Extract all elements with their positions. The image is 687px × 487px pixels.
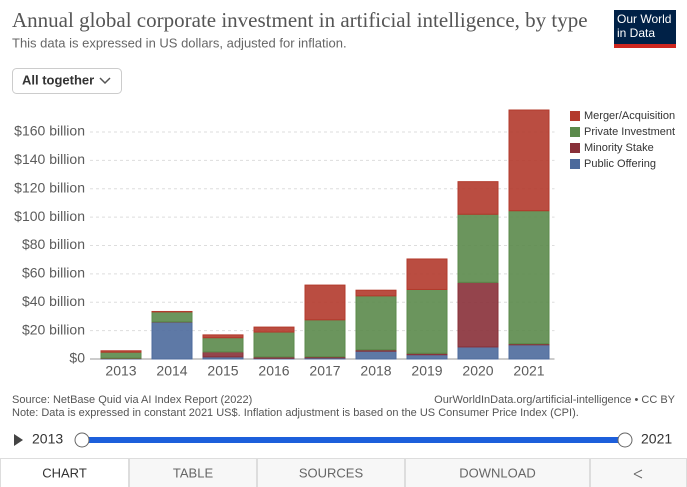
tab[interactable] <box>129 458 257 487</box>
x-tick-label: 2020 <box>462 363 493 379</box>
bar-segment <box>202 337 244 353</box>
logo-text-box: Our World in Data <box>617 12 672 40</box>
legend-swatch <box>570 159 580 169</box>
bar-segment <box>202 334 244 339</box>
timeline-start: 2013 <box>32 431 63 447</box>
bar-segment <box>151 311 193 323</box>
tab-label: DOWNLOAD <box>459 465 536 480</box>
x-tick-label: 2018 <box>360 363 391 379</box>
x-tick-label: 2015 <box>207 363 238 379</box>
logo[interactable] <box>614 10 676 48</box>
x-tick-label: 2016 <box>258 363 289 379</box>
bar-segment <box>202 351 244 358</box>
legend-swatch <box>570 127 580 137</box>
tab-label: SOURCES <box>299 465 364 480</box>
share-icon <box>633 469 643 479</box>
y-tick-label: $60 billion <box>22 265 85 281</box>
chart-title: Annual global corporate investment in ar… <box>12 8 588 32</box>
tab[interactable] <box>0 458 129 487</box>
bar-segment <box>304 319 346 358</box>
play-button[interactable] <box>14 434 23 446</box>
bar-segment <box>355 295 397 351</box>
source: Source: NetBase Quid via AI Index Report… <box>12 394 252 406</box>
bar-segment <box>100 350 142 353</box>
bar-segment <box>100 351 142 359</box>
logo-stripe <box>614 44 676 48</box>
tab-label: CHART <box>42 465 87 480</box>
y-tick-label: $40 billion <box>22 293 85 309</box>
bar-segment <box>406 258 448 290</box>
bar-segment <box>457 213 499 283</box>
bar-segment <box>355 289 397 297</box>
legend-swatch <box>570 111 580 121</box>
tab[interactable] <box>405 458 590 487</box>
x-tick-label: 2014 <box>156 363 187 379</box>
y-tick-label: $100 billion <box>14 208 85 224</box>
dropdown-label: All together <box>22 72 94 87</box>
chart-subtitle: This data is expressed in US dollars, ad… <box>12 35 347 50</box>
legend-label[interactable]: Private Investment <box>584 126 675 138</box>
y-tick-label: $120 billion <box>14 179 85 195</box>
bar-segment <box>253 331 295 358</box>
url: OurWorldInData.org/artificial-intelligen… <box>434 394 676 406</box>
timeline-handle[interactable] <box>617 432 633 448</box>
dropdown[interactable] <box>12 68 122 94</box>
timeline-end: 2021 <box>641 431 672 447</box>
tab[interactable] <box>257 458 405 487</box>
x-tick-label: 2017 <box>309 363 340 379</box>
bar-segment <box>457 281 499 348</box>
bar-segment <box>151 321 193 360</box>
x-tick-label: 2013 <box>105 363 136 379</box>
tab-label: TABLE <box>173 465 214 480</box>
bar-segment <box>508 109 550 212</box>
bar-segment <box>355 350 397 360</box>
tab[interactable] <box>590 458 687 487</box>
bar-segment <box>457 181 499 215</box>
bar-segment <box>457 346 499 360</box>
dropdown-chevron <box>99 77 111 85</box>
timeline-track <box>82 437 625 443</box>
bar-segment <box>508 344 550 360</box>
legend-label[interactable]: Minority Stake <box>584 142 654 154</box>
y-tick-label: $80 billion <box>22 236 85 252</box>
y-tick-label: $0 <box>69 350 85 366</box>
bar-segment <box>406 354 448 360</box>
legend-swatch <box>570 143 580 153</box>
note: Note: Data is expressed in constant 2021… <box>12 407 579 419</box>
legend-label[interactable]: Public Offering <box>584 158 656 170</box>
x-tick-label: 2019 <box>411 363 442 379</box>
bar-segment <box>406 288 448 354</box>
legend-label[interactable]: Merger/Acquisition <box>584 110 675 122</box>
bar-segment <box>253 326 295 333</box>
y-tick-label: $20 billion <box>22 321 85 337</box>
logo-text: Our World in Data <box>617 12 672 40</box>
y-tick-label: $140 billion <box>14 151 85 167</box>
bar-segment <box>508 210 550 345</box>
timeline-handle[interactable] <box>74 432 90 448</box>
y-tick-label: $160 billion <box>14 123 85 139</box>
bar-segment <box>304 284 346 321</box>
x-tick-label: 2021 <box>513 363 544 379</box>
